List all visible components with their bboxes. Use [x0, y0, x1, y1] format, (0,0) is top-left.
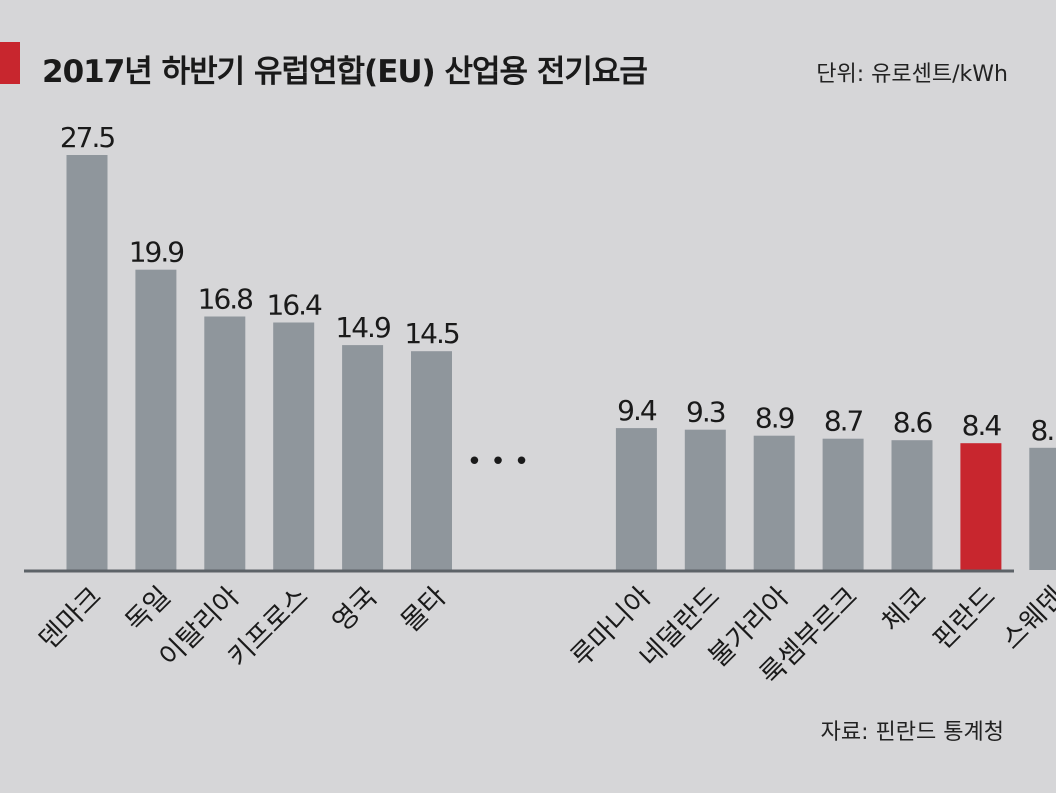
- bar-12: [960, 443, 1002, 570]
- category-label-2: 독일: [120, 581, 177, 638]
- unit-label: 단위: 유로센트/kWh: [816, 62, 1008, 87]
- bar-8: [684, 429, 726, 570]
- bar-4: [273, 322, 315, 570]
- value-label-4: 16.4: [267, 289, 323, 322]
- category-label-5: 영국: [326, 581, 383, 638]
- value-label-12: 8.4: [962, 409, 1002, 442]
- accent-bar: [0, 42, 20, 84]
- bar-5: [342, 345, 384, 570]
- value-label-13: 8.1: [1031, 414, 1056, 447]
- bars-layer: 27.5덴마크19.9독일16.8이탈리아16.4키프로스14.9영국14.5몰…: [33, 121, 1056, 691]
- value-label-2: 19.9: [129, 236, 184, 269]
- source-label: 자료: 핀란드 통계청: [820, 720, 1004, 745]
- value-label-3: 16.8: [198, 283, 253, 316]
- category-label-12: 핀란드: [927, 581, 1002, 656]
- value-label-11: 8.6: [893, 406, 933, 439]
- bar-6: [411, 351, 452, 570]
- chart-title: 2017년 하반기 유럽연합(EU) 산업용 전기요금: [42, 54, 648, 90]
- value-label-9: 8.9: [755, 402, 794, 435]
- category-label-13: 스웨덴: [996, 581, 1056, 656]
- value-label-8: 9.3: [686, 396, 725, 429]
- gap-ellipsis: • • •: [467, 447, 530, 477]
- value-label-6: 14.5: [404, 317, 459, 350]
- category-label-1: 덴마크: [33, 581, 108, 656]
- category-label-6: 몰타: [395, 581, 452, 638]
- bar-7: [615, 428, 657, 570]
- bar-9: [753, 435, 795, 570]
- bar-1: [66, 155, 108, 570]
- value-label-1: 27.5: [60, 121, 115, 154]
- bar-3: [204, 316, 246, 570]
- value-label-5: 14.9: [335, 311, 390, 344]
- bar-10: [822, 438, 864, 570]
- bar-13: [1029, 447, 1056, 570]
- bar-2: [135, 269, 177, 570]
- bar-11: [891, 440, 933, 570]
- value-label-7: 9.4: [617, 394, 657, 427]
- category-label-11: 체코: [876, 581, 933, 638]
- value-label-10: 8.7: [824, 405, 863, 438]
